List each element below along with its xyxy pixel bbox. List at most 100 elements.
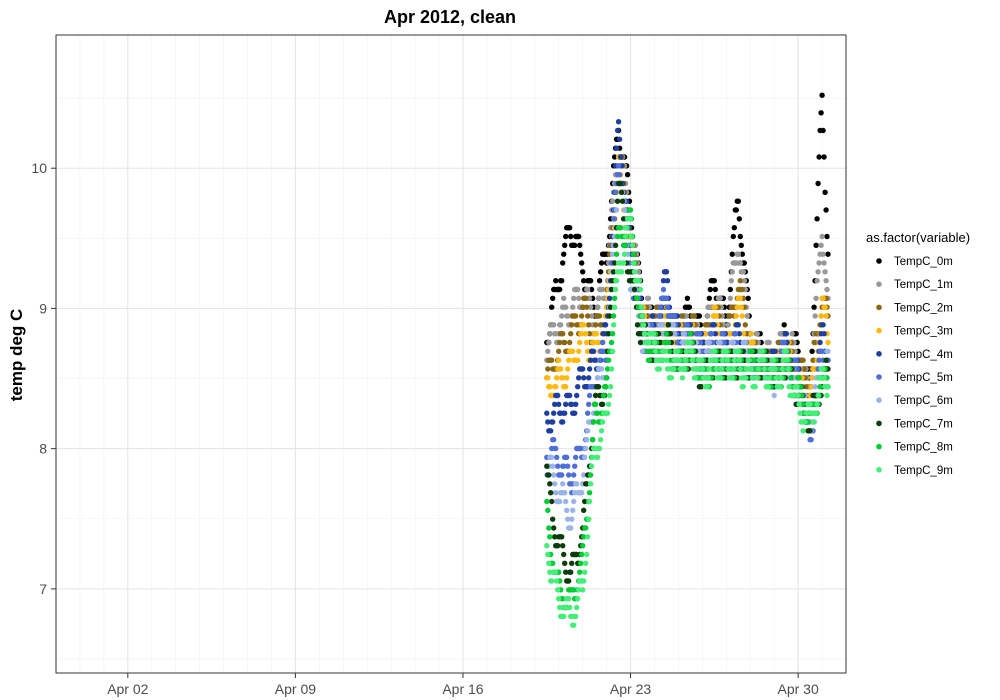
data-point [765, 384, 771, 390]
data-point [808, 437, 814, 443]
data-point [558, 322, 564, 328]
data-points [544, 92, 831, 628]
data-point [660, 278, 667, 284]
data-point [820, 366, 826, 372]
data-point [717, 339, 723, 346]
data-point [576, 233, 582, 240]
data-point [773, 375, 779, 381]
data-point [561, 551, 567, 558]
data-point [742, 322, 748, 328]
data-point [563, 401, 569, 407]
data-point [737, 260, 743, 266]
data-point [617, 180, 624, 187]
data-point [563, 233, 569, 240]
legend-key [876, 281, 882, 288]
data-point [727, 295, 733, 301]
data-point [581, 507, 587, 513]
data-point [727, 286, 733, 293]
data-point [662, 348, 669, 354]
data-point [564, 375, 570, 381]
legend-label: TempC_3m [894, 326, 953, 338]
data-point [567, 339, 573, 346]
data-point [549, 498, 555, 505]
data-point [802, 419, 808, 425]
data-point [590, 339, 597, 346]
legend-item: TempC_3m [876, 326, 953, 338]
data-point [666, 348, 673, 354]
data-point [794, 366, 800, 372]
data-point [730, 339, 736, 346]
data-point [754, 375, 760, 381]
data-point [563, 498, 569, 505]
data-point [546, 525, 552, 531]
data-point [554, 375, 560, 381]
data-point [567, 392, 573, 399]
data-point [603, 375, 610, 381]
legend-label: TempC_7m [894, 418, 953, 430]
data-point [617, 225, 624, 231]
data-point [755, 366, 761, 372]
data-point [577, 339, 583, 346]
data-point [749, 375, 755, 381]
data-point [631, 286, 638, 293]
data-point [578, 560, 584, 566]
data-point [613, 145, 620, 151]
data-point [657, 304, 664, 310]
data-point [546, 339, 552, 346]
data-point [759, 348, 765, 354]
data-point [823, 278, 829, 284]
data-point [579, 260, 585, 266]
legend-key [876, 327, 882, 334]
data-point [708, 357, 714, 363]
data-point [651, 339, 658, 346]
data-point [754, 331, 760, 337]
data-point [682, 357, 689, 363]
data-point [733, 313, 739, 319]
data-point [821, 375, 827, 381]
data-point [635, 269, 642, 275]
data-point [712, 357, 718, 363]
data-point [736, 357, 742, 363]
data-point [696, 375, 703, 381]
data-point [713, 366, 719, 372]
data-point [575, 596, 581, 602]
data-point [608, 366, 615, 372]
data-point [692, 375, 699, 381]
data-point [748, 331, 754, 337]
data-point [748, 366, 754, 372]
data-point [630, 260, 637, 266]
data-point [615, 163, 622, 169]
data-point [731, 225, 737, 231]
data-point [589, 454, 596, 460]
data-point [551, 472, 557, 478]
data-point [551, 437, 557, 443]
data-point [821, 331, 827, 337]
data-point [696, 313, 703, 319]
data-point [608, 339, 615, 346]
data-point [708, 331, 714, 337]
data-point [588, 286, 595, 293]
data-point [566, 472, 572, 478]
data-point [741, 278, 747, 284]
data-point [739, 313, 745, 319]
data-point [809, 348, 815, 354]
data-point [559, 534, 565, 540]
data-point [567, 225, 573, 231]
data-point [585, 534, 591, 540]
legend-key [876, 443, 882, 450]
data-point [572, 463, 578, 469]
data-point [545, 375, 551, 381]
y-tick-label: 7 [39, 581, 47, 597]
data-point [553, 569, 559, 575]
data-point [576, 587, 582, 593]
data-point [810, 357, 816, 363]
data-point [589, 437, 596, 443]
data-point [575, 286, 581, 293]
data-point [586, 375, 592, 381]
data-point [611, 260, 618, 266]
data-point [553, 278, 559, 284]
data-point [778, 375, 784, 381]
data-point [732, 331, 738, 337]
data-point [586, 366, 593, 372]
data-point [735, 322, 741, 328]
